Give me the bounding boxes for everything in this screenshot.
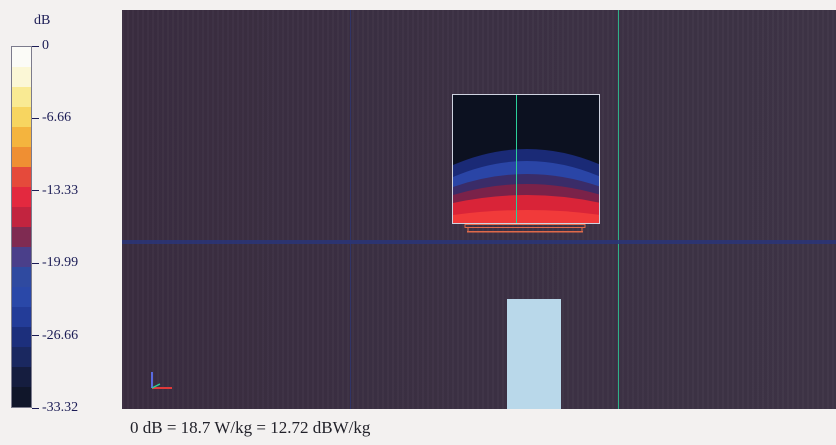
legend-tick: -19.99 bbox=[32, 255, 112, 271]
phantom-head-region bbox=[452, 94, 600, 224]
legend-tick-label: -19.99 bbox=[42, 255, 79, 271]
legend-color-segment bbox=[12, 127, 31, 147]
legend-tick-mark bbox=[32, 45, 39, 47]
legend-tick: -33.32 bbox=[32, 400, 112, 416]
antenna-outline bbox=[464, 224, 586, 233]
phantom-center-line bbox=[516, 95, 517, 223]
legend-color-segment bbox=[12, 247, 31, 267]
legend-color-segment bbox=[12, 67, 31, 87]
grid-line-vertical bbox=[618, 10, 619, 409]
reference-caption: 0 dB = 18.7 W/kg = 12.72 dBW/kg bbox=[130, 418, 371, 437]
legend-tick: -6.66 bbox=[32, 110, 112, 126]
legend-color-segment bbox=[12, 147, 31, 167]
grid-line-vertical bbox=[350, 10, 351, 409]
axes-orientation-icon bbox=[151, 372, 172, 389]
legend-color-segment bbox=[12, 207, 31, 227]
legend-tick: 0 bbox=[32, 38, 112, 54]
legend-tick-label: -13.33 bbox=[42, 182, 79, 198]
legend-tick-label: -6.66 bbox=[42, 110, 72, 126]
color-legend: dB 0 -6.66 -13.33 -19.99 -26.66 -33.32 bbox=[0, 0, 118, 445]
legend-tick-label: 0 bbox=[42, 38, 49, 53]
legend-color-segment bbox=[12, 87, 31, 107]
legend-color-segment bbox=[12, 327, 31, 347]
legend-tick-mark bbox=[32, 262, 39, 264]
legend-color-segment bbox=[12, 387, 31, 407]
legend-tick-label: -33.32 bbox=[42, 400, 79, 415]
legend-tick-mark bbox=[32, 190, 39, 192]
feed-block bbox=[507, 299, 561, 409]
legend-tick-label: -26.66 bbox=[42, 327, 79, 343]
legend-color-segment bbox=[12, 47, 31, 67]
legend-color-segment bbox=[12, 107, 31, 127]
legend-tick-mark bbox=[32, 335, 39, 337]
sar-field-plot bbox=[122, 10, 836, 409]
legend-color-segment bbox=[12, 267, 31, 287]
legend-color-segment bbox=[12, 187, 31, 207]
legend-color-segment bbox=[12, 227, 31, 247]
legend-tick-mark bbox=[32, 407, 39, 409]
grid-line-horizontal bbox=[122, 240, 836, 244]
legend-color-segment bbox=[12, 287, 31, 307]
legend-color-bar bbox=[11, 46, 32, 408]
legend-tick: -26.66 bbox=[32, 328, 112, 344]
sar-distribution-graphic bbox=[453, 95, 599, 223]
legend-tick-mark bbox=[32, 117, 39, 119]
legend-color-segment bbox=[12, 307, 31, 327]
legend-color-segment bbox=[12, 347, 31, 367]
legend-unit: dB bbox=[34, 13, 51, 28]
legend-color-segment bbox=[12, 167, 31, 187]
legend-tick: -13.33 bbox=[32, 183, 112, 199]
legend-color-segment bbox=[12, 367, 31, 387]
